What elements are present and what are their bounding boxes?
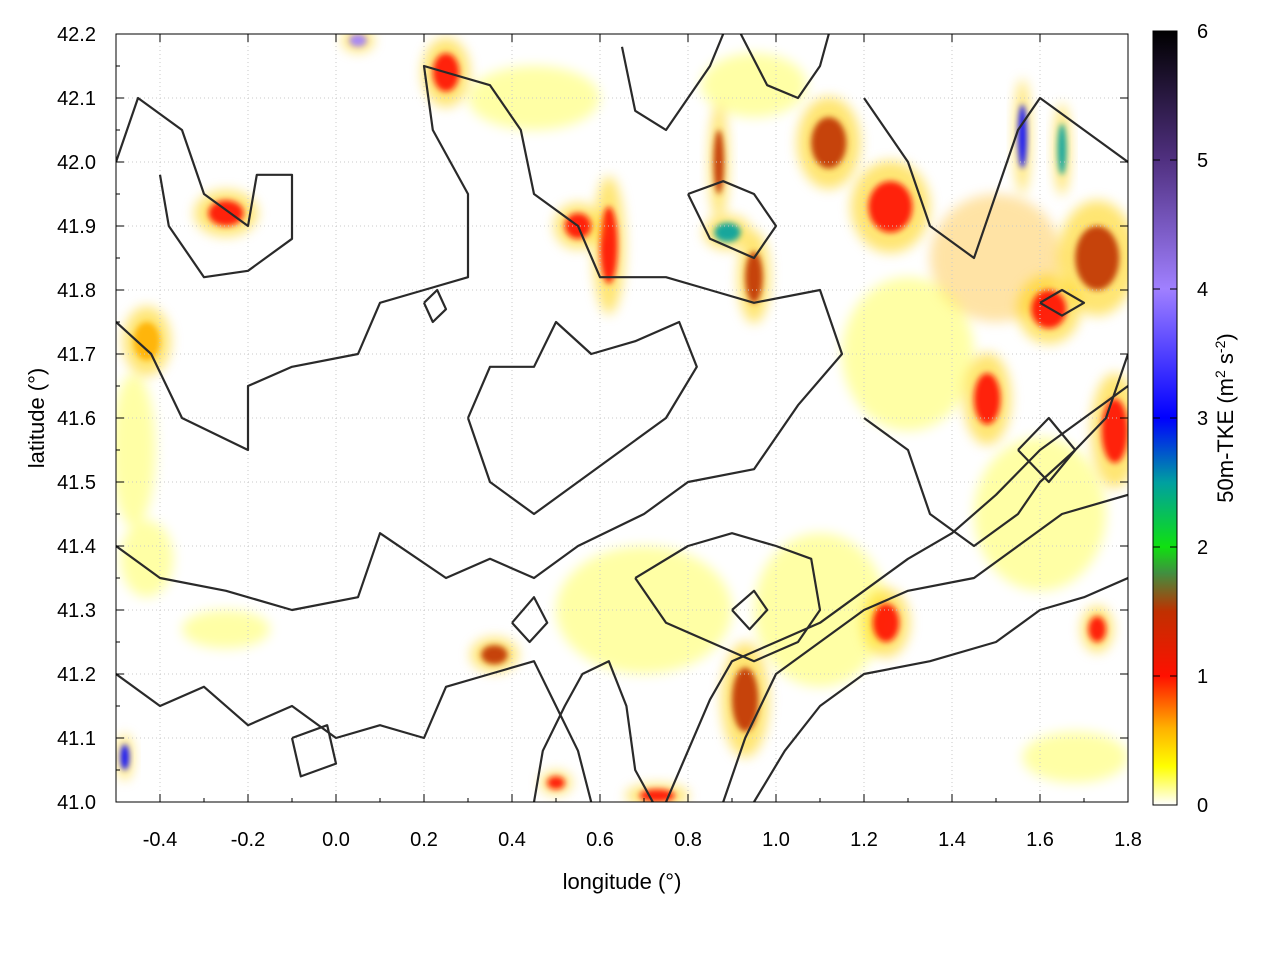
x-tick-label: 1.0	[762, 829, 790, 851]
x-tick-label: -0.2	[231, 829, 265, 851]
colorbar-tick-label: 0	[1197, 795, 1208, 817]
tke-hotspot	[850, 160, 931, 253]
terrain-contour	[687, 180, 778, 260]
terrain-contour	[731, 589, 769, 631]
y-tick-label: 41.7	[57, 344, 96, 366]
terrain-contour	[466, 320, 698, 516]
y-tick-label: 41.4	[57, 536, 96, 558]
terrain-contour	[634, 532, 822, 663]
terrain-contour	[116, 660, 593, 802]
colorbar-tick-label: 3	[1197, 408, 1208, 430]
tke-hotspot	[116, 734, 133, 781]
terrain-contour	[290, 724, 338, 778]
x-tick-label: 1.8	[1114, 829, 1142, 851]
terrain-contour	[753, 576, 1128, 802]
tke-zone	[182, 610, 270, 649]
tke-hotspot	[709, 104, 729, 220]
colorbar-tick-label: 6	[1197, 21, 1208, 43]
tke-hotspot	[123, 306, 171, 376]
terrain-contour	[511, 596, 549, 644]
y-axis-label: latitude (°)	[24, 368, 49, 469]
tke-hotspot	[625, 784, 689, 802]
tke-zone	[701, 53, 807, 118]
y-tick-label: 41.2	[57, 664, 96, 686]
colorbar-tick-label: 2	[1197, 537, 1208, 559]
terrain-contour	[863, 96, 1128, 260]
x-tick-label: 1.6	[1026, 829, 1054, 851]
terrain-contour	[116, 96, 294, 279]
x-tick-label: 0.6	[586, 829, 614, 851]
colorbar-tick-label: 5	[1197, 150, 1208, 172]
y-tick-label: 42.0	[57, 152, 96, 174]
tke-zone	[120, 520, 174, 598]
y-tick-label: 41.0	[57, 792, 96, 814]
y-tick-label: 41.8	[57, 280, 96, 302]
y-tick-label: 41.9	[57, 216, 96, 238]
terrain-contour	[722, 493, 1128, 802]
tke-hotspot	[738, 231, 770, 324]
tke-zone	[1022, 731, 1128, 783]
tke-hotspot	[342, 34, 374, 52]
terrain-contour	[1017, 416, 1077, 484]
colorbar-label: 50m-TKE (m2 s-2)	[1212, 333, 1238, 502]
y-tick-label: 41.3	[57, 600, 96, 622]
tke-zone	[116, 373, 156, 527]
x-tick-label: 0.0	[322, 829, 350, 851]
terrain-contour	[116, 64, 844, 612]
x-tick-label: 0.8	[674, 829, 702, 851]
tke-zone	[468, 66, 600, 130]
y-tick-label: 42.1	[57, 88, 96, 110]
y-tick-label: 41.1	[57, 728, 96, 750]
y-tick-label: 41.5	[57, 472, 96, 494]
y-tick-label: 41.6	[57, 408, 96, 430]
terrain-contour	[1039, 288, 1086, 317]
tke-hotspot	[470, 637, 519, 673]
y-tick-label: 42.2	[57, 24, 96, 46]
x-axis-label: longitude (°)	[563, 869, 682, 894]
x-axis-ticks: -0.4 -0.2 0.0 0.2 0.4 0.6 0.8 1.0 1.2 1.4 1.6 1.8	[115, 34, 1142, 851]
tke-hotspot	[194, 190, 258, 237]
terrain-contour	[620, 34, 725, 132]
y-axis-ticks: 41.0 41.1 41.2 41.3 41.4 41.5 41.6 41.7 41.8 41.9…	[57, 24, 1128, 814]
x-tick-label: -0.4	[143, 829, 177, 851]
tke-hotspot	[963, 352, 1011, 445]
tke-hotspot	[862, 588, 910, 658]
colorbar-tick-label: 4	[1197, 279, 1208, 301]
colorbar-ticks: 0 1 2 3 4 5 6	[1153, 21, 1208, 817]
x-tick-label: 1.4	[938, 829, 966, 851]
terrain-contour	[739, 34, 830, 100]
tke-hotspot	[1081, 606, 1114, 653]
x-tick-label: 0.4	[498, 829, 526, 851]
contour-lines	[116, 34, 1128, 802]
tke-hotspot	[721, 642, 769, 758]
x-tick-label: 1.2	[850, 829, 878, 851]
terrain-contour	[863, 353, 1128, 548]
terrain-contour	[664, 385, 1128, 802]
tke-hotspot	[540, 771, 572, 795]
tke-hotspot	[797, 96, 861, 189]
colorbar-tick-label: 1	[1197, 666, 1208, 688]
tke-hotspot	[592, 176, 625, 315]
terrain-contour	[532, 660, 654, 802]
tke-hotspot	[1057, 200, 1128, 316]
terrain-contour	[423, 288, 448, 324]
x-tick-label: 0.2	[410, 829, 438, 851]
grid-lines	[116, 34, 1128, 802]
